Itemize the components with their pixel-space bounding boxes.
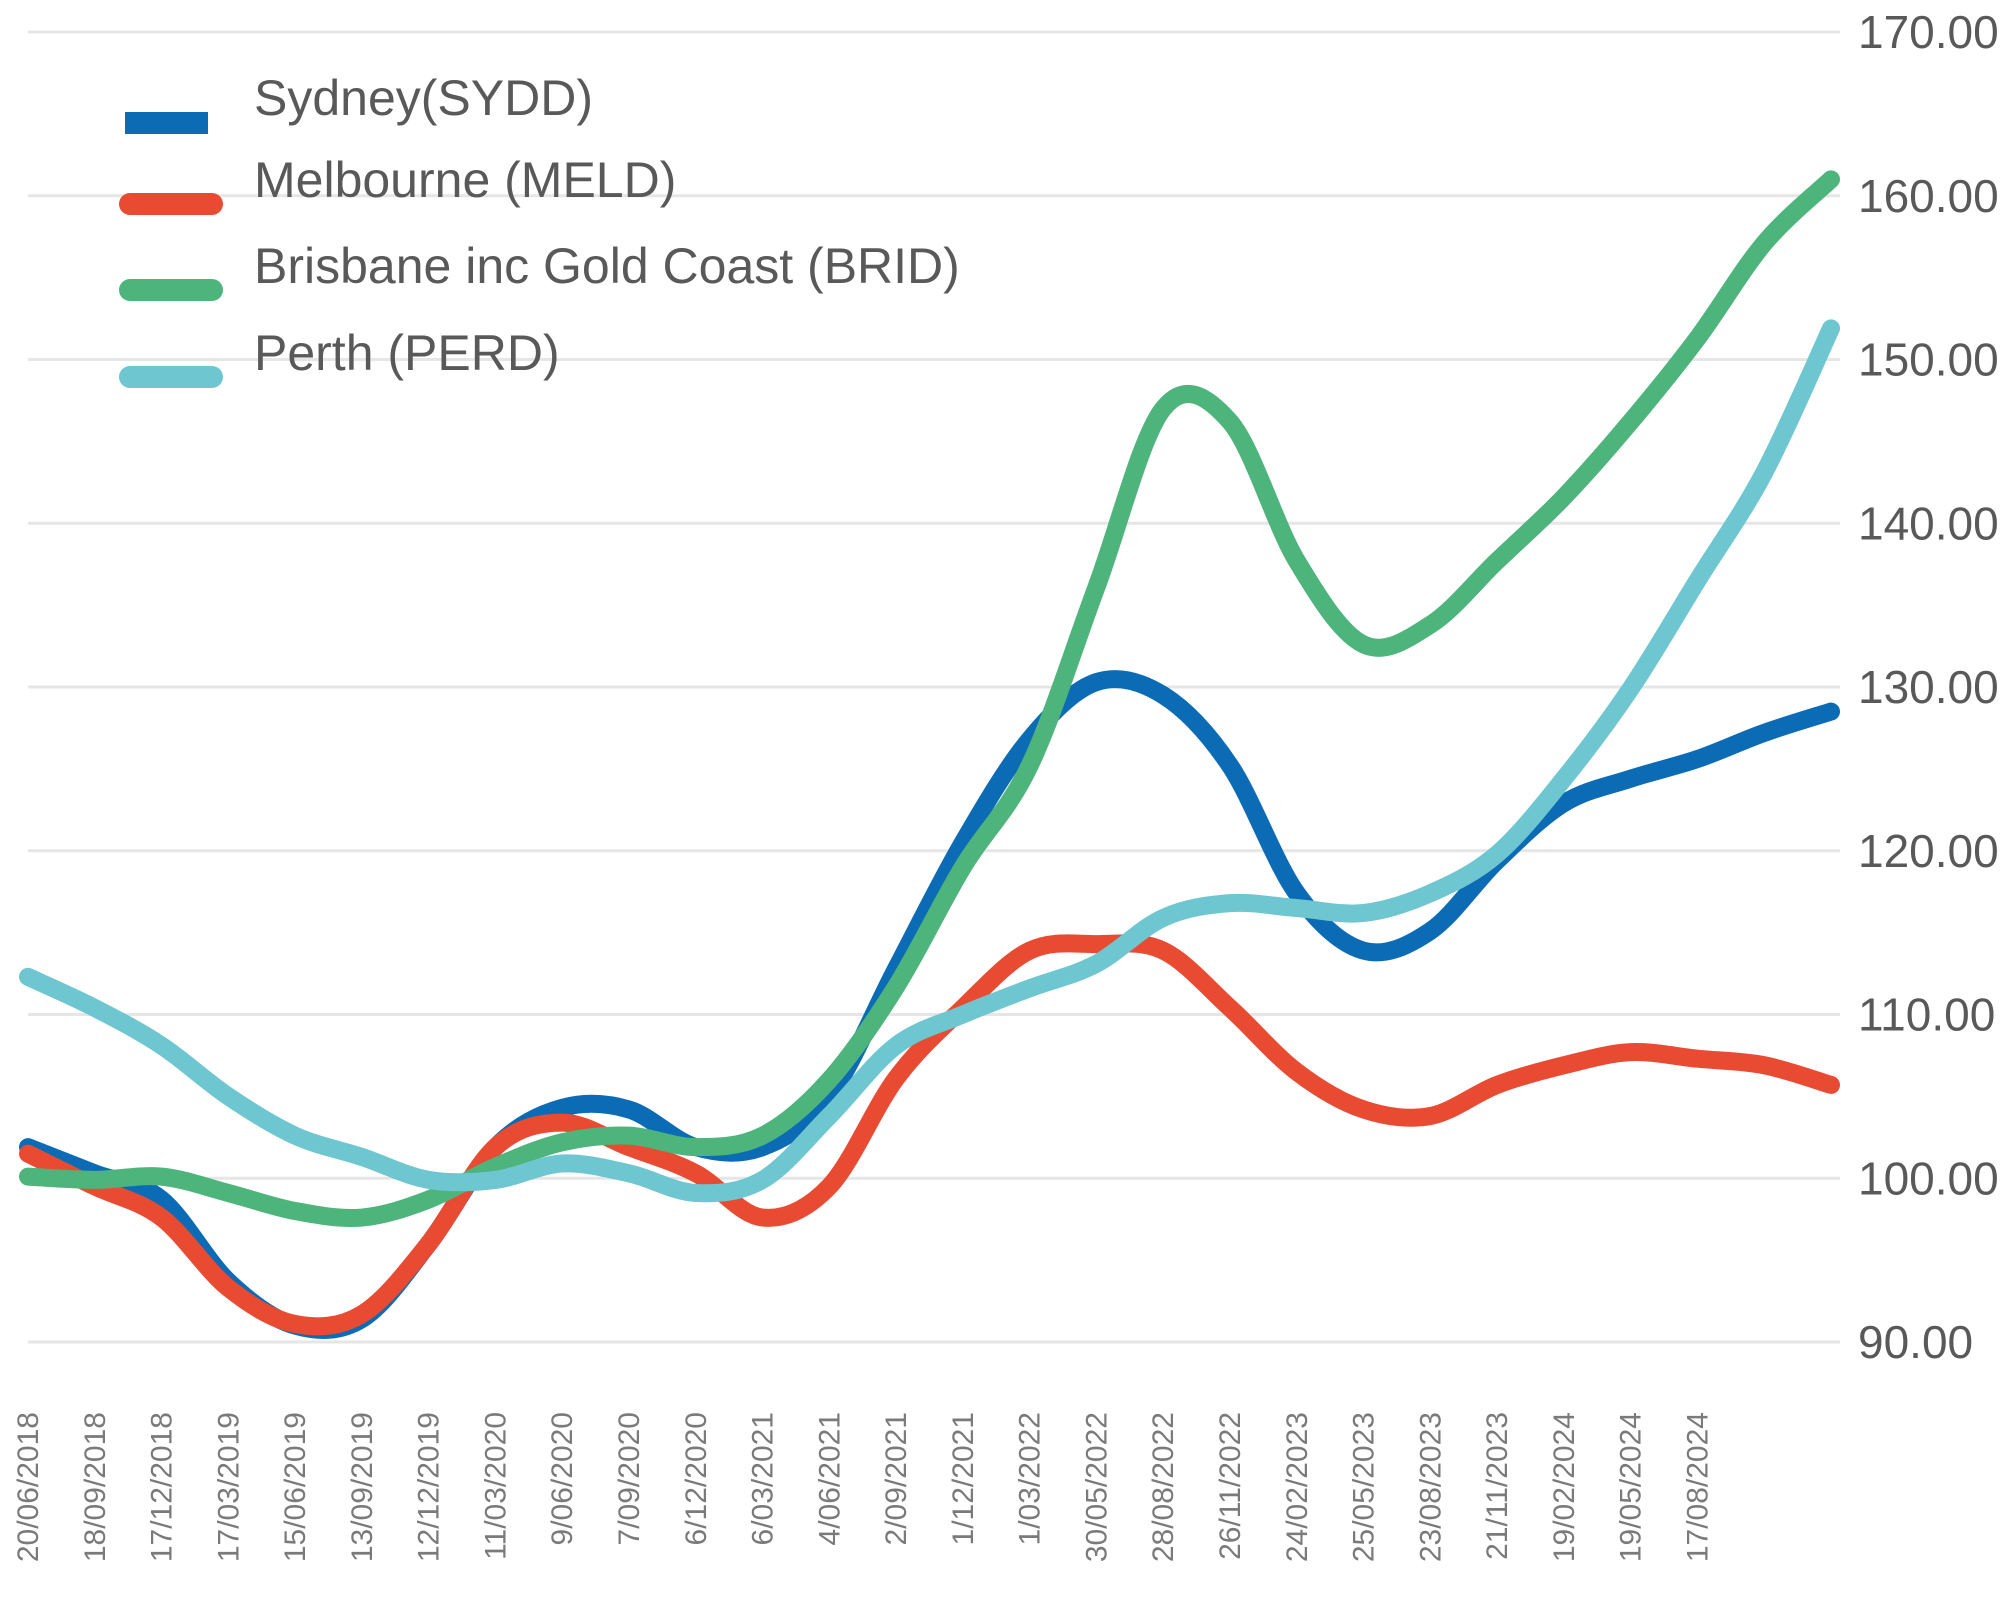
- y-tick-label: 120.00: [1858, 825, 1999, 877]
- x-tick-label: 30/05/2022: [1080, 1412, 1113, 1562]
- x-tick-label: 13/09/2019: [346, 1412, 379, 1562]
- legend-label: Sydney(SYDD): [254, 70, 593, 126]
- y-tick-label: 150.00: [1858, 334, 1999, 386]
- series-lines: [19, 170, 1840, 1339]
- x-tick-label: 26/11/2022: [1214, 1412, 1247, 1560]
- x-tick-label: 17/03/2019: [212, 1412, 245, 1562]
- x-tick-label: 12/12/2019: [413, 1412, 446, 1562]
- x-tick-label: 11/03/2020: [479, 1412, 512, 1560]
- x-tick-label: 1/03/2022: [1014, 1412, 1047, 1545]
- y-tick-label: 130.00: [1858, 661, 1999, 713]
- x-tick-label: 15/06/2019: [279, 1412, 312, 1562]
- y-tick-label: 110.00: [1858, 989, 1995, 1041]
- x-tick-label: 20/06/2018: [12, 1412, 45, 1562]
- legend-label: Perth (PERD): [254, 325, 560, 381]
- x-tick-label: 2/09/2021: [880, 1412, 913, 1545]
- series-line-melbourne: [19, 934, 1840, 1336]
- x-tick-label: 28/08/2022: [1147, 1412, 1180, 1562]
- x-tick-label: 9/06/2020: [546, 1412, 579, 1545]
- x-tick-label: 17/12/2018: [146, 1412, 179, 1562]
- x-tick-label: 23/08/2023: [1414, 1412, 1447, 1562]
- y-tick-label: 170.00: [1858, 6, 1999, 58]
- legend-item: Sydney(SYDD): [125, 70, 593, 134]
- legend-item: Perth (PERD): [119, 325, 560, 388]
- x-tick-label: 6/03/2021: [747, 1412, 780, 1545]
- x-tick-label: 6/12/2020: [680, 1412, 713, 1545]
- x-tick-label: 7/09/2020: [613, 1412, 646, 1545]
- x-tick-label: 1/12/2021: [947, 1412, 980, 1545]
- legend-item: Melbourne (MELD): [119, 152, 676, 215]
- x-tick-label: 18/09/2018: [79, 1412, 112, 1562]
- y-tick-label: 90.00: [1858, 1316, 1973, 1368]
- x-tick-label: 25/05/2023: [1348, 1412, 1381, 1562]
- x-tick-label: 17/08/2024: [1681, 1412, 1714, 1562]
- x-tick-label: 19/02/2024: [1548, 1412, 1581, 1562]
- legend: Sydney(SYDD) Melbourne (MELD) Brisbane inc…: [119, 70, 960, 388]
- y-tick-label: 140.00: [1858, 497, 1999, 549]
- x-tick-label: 4/06/2021: [813, 1412, 846, 1545]
- legend-label: Brisbane inc Gold Coast (BRID): [254, 238, 960, 294]
- series-line-brisbane: [19, 170, 1840, 1227]
- x-tick-label: 21/11/2023: [1481, 1412, 1514, 1560]
- series-line-perth: [19, 319, 1840, 1203]
- legend-label: Melbourne (MELD): [254, 152, 676, 208]
- x-tick-label: 19/05/2024: [1615, 1412, 1648, 1562]
- legend-swatch: [125, 112, 208, 134]
- y-axis: 90.00 100.00 110.00 120.00 130.00 140.00 150.0…: [1858, 6, 1999, 1368]
- y-tick-label: 160.00: [1858, 170, 1999, 222]
- x-tick-label: 24/02/2023: [1281, 1412, 1314, 1562]
- x-axis: 20/06/2018 18/09/2018 17/12/2018 17/03/2019…: [12, 1412, 1714, 1562]
- gridlines: [28, 30, 1840, 1344]
- legend-item: Brisbane inc Gold Coast (BRID): [119, 238, 960, 301]
- y-tick-label: 100.00: [1858, 1152, 1999, 1204]
